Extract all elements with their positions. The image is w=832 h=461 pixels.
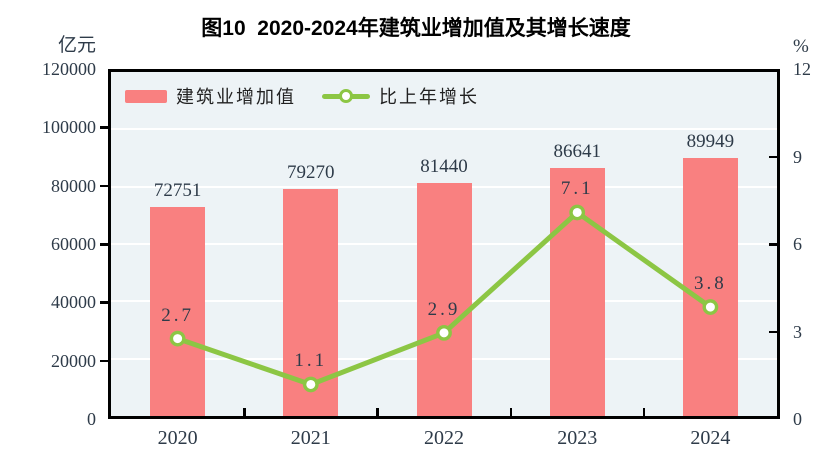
right-axis-tick [769, 330, 777, 333]
legend-line-marker-icon [322, 89, 370, 103]
point-value-label: 3.8 [694, 273, 727, 295]
y-axis-tick-label-left: 60000 [51, 234, 96, 254]
legend-item-line-label: 比上年增长 [379, 87, 479, 107]
line-point-marker [169, 330, 186, 347]
right-axis-unit-label: % [793, 36, 809, 57]
y-axis-tick-label-right: 0 [793, 409, 802, 429]
left-axis-unit-label: 亿元 [57, 35, 96, 56]
bar-value-label: 86641 [553, 140, 601, 162]
x-axis-tick-label: 2022 [424, 427, 464, 449]
plot-area: 72751 79270 81440 86641 89949 2.7 1.1 2.9 7.1 3.8… [108, 69, 780, 419]
y-axis-tick-label-left: 100000 [42, 117, 96, 138]
x-axis-tick [376, 408, 379, 416]
y-axis-tick-label-left: 80000 [51, 175, 96, 196]
bar [682, 158, 738, 416]
line-point-marker [569, 204, 586, 221]
bar [416, 182, 472, 416]
x-axis-tick-label: 2020 [157, 427, 198, 449]
right-axis-tick [769, 155, 777, 158]
line-point-marker [436, 324, 452, 341]
growth-line [169, 204, 719, 393]
bar [150, 207, 206, 416]
line-point-marker [302, 376, 319, 393]
x-axis-tick [642, 408, 646, 416]
point-value-label: 2.9 [427, 298, 461, 320]
bar-value-label: 81440 [420, 155, 468, 177]
x-axis-tick [509, 408, 513, 416]
x-axis-tick-label: 2021 [290, 427, 331, 449]
gridline [111, 128, 777, 131]
point-value-label: 1.1 [294, 350, 328, 372]
y-axis-tick-label-right: 9 [793, 146, 802, 167]
point-value-label: 7.1 [560, 178, 594, 200]
left-axis-tick [100, 301, 108, 304]
left-axis-tick [100, 126, 108, 129]
y-axis-tick-label-left: 40000 [51, 292, 96, 313]
bar-value-label: 89949 [686, 131, 735, 153]
x-axis-tick-label: 2023 [557, 427, 598, 449]
point-value-label: 2.7 [161, 304, 194, 326]
y-axis-tick-label-left: 0 [87, 409, 96, 429]
x-axis-tick-label: 2024 [690, 427, 731, 449]
right-axis-tick [769, 243, 777, 246]
x-axis-tick [243, 408, 246, 416]
y-axis-tick-label-left: 20000 [51, 350, 96, 371]
y-axis-tick-label-left: 120000 [42, 59, 96, 79]
legend-bar-swatch-icon [125, 89, 167, 103]
plot-content: 72751 79270 81440 86641 89949 2.7 1.1 2.9 7.1 3.8 [111, 72, 777, 416]
y-axis-tick-label-right: 3 [793, 321, 802, 342]
left-axis-tick [100, 359, 108, 363]
bar-value-label: 79270 [287, 161, 335, 183]
y-axis-tick-label-right: 12 [793, 59, 811, 79]
legend: 建筑业增加值 比上年增长 [125, 83, 479, 109]
left-axis-tick [100, 184, 108, 188]
left-axis-tick [100, 243, 108, 246]
bar-value-label: 72751 [153, 180, 202, 202]
y-axis-tick-label-right: 6 [793, 234, 802, 254]
legend-item-bar-label: 建筑业增加值 [176, 87, 296, 107]
line-point-marker [702, 299, 719, 315]
chart-title: 图10 2020-2024年建筑业增加值及其增长速度 [201, 17, 631, 40]
